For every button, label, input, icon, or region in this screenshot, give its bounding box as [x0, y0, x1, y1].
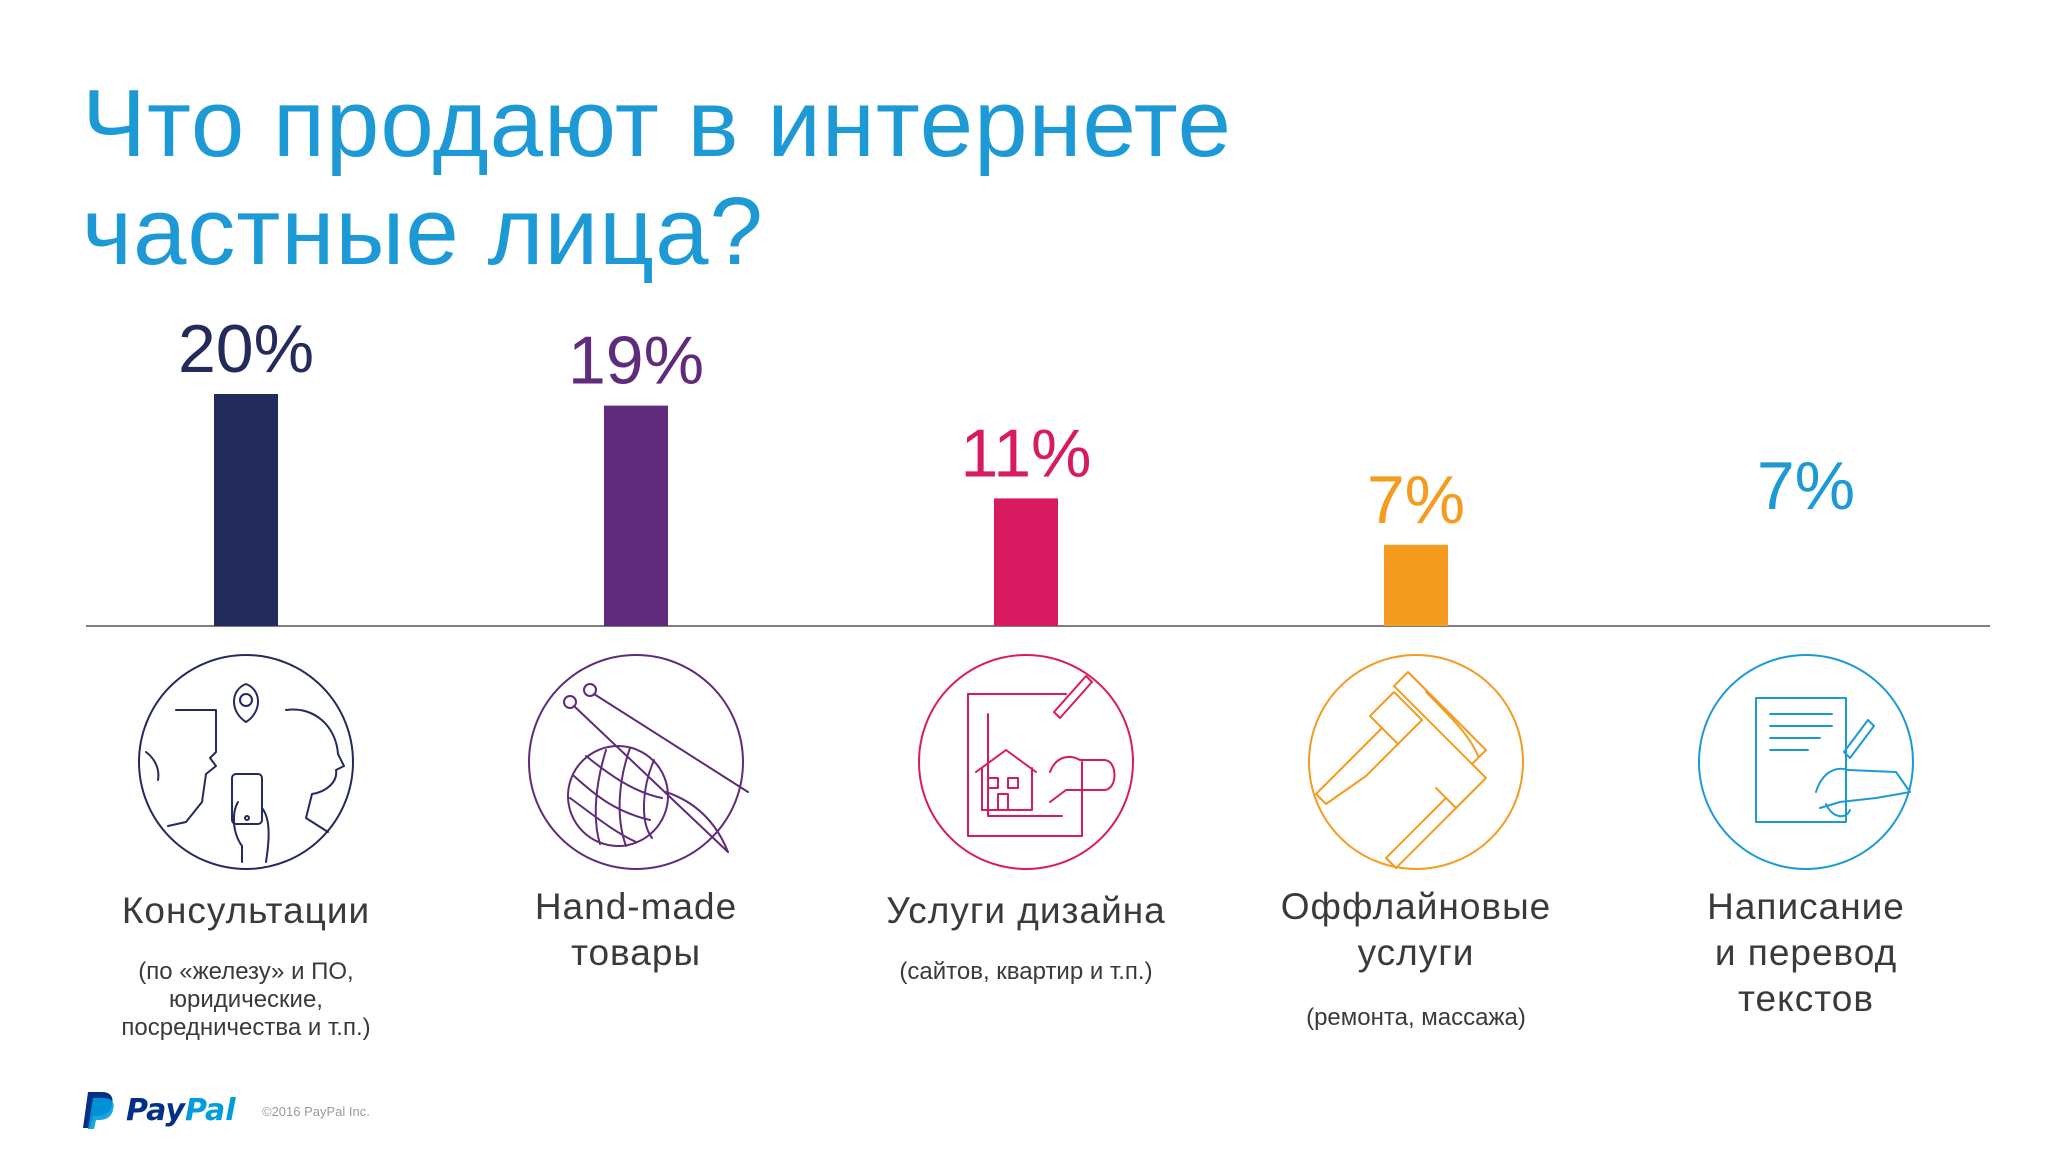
- category-label-1-line-1: Консультации: [121, 890, 371, 931]
- category-label-2-line-2: товары: [570, 932, 702, 973]
- bar-4: [1384, 544, 1448, 626]
- category-sublabel-1-line-1: (по «железу» и ПО,: [138, 958, 354, 985]
- value-label-4: 7%: [1367, 462, 1465, 538]
- title-line-1: Что продают в интернете: [82, 70, 1233, 177]
- category-sublabel-3-line-1: (сайтов, квартир и т.п.): [899, 958, 1153, 985]
- bar-2: [604, 405, 668, 626]
- house-drawing-icon: [918, 654, 1134, 870]
- logo-pal: Pal: [184, 1092, 236, 1128]
- category-sublabel-1-line-3: посредничества и т.п.): [121, 1014, 371, 1041]
- bar-3: [994, 498, 1058, 626]
- people-phone-icon: [138, 654, 354, 870]
- value-label-3: 11%: [960, 415, 1091, 491]
- category-label-4-line-1: Оффлайновые: [1280, 886, 1552, 927]
- bar-1: [214, 394, 278, 626]
- logo-pay: Pay: [126, 1092, 185, 1128]
- title-line-2: частные лица?: [82, 178, 764, 285]
- category-label-2-line-1: Hand-made: [534, 886, 738, 927]
- page-title: Что продают в интернете частные лица?: [82, 70, 1232, 286]
- writing-hand-icon: [1698, 654, 1914, 870]
- knitting-yarn-icon: [528, 654, 749, 870]
- value-label-1: 20%: [178, 311, 314, 387]
- category-label-5-line-2: и перевод: [1714, 932, 1898, 973]
- category-sublabel-1-line-2: юридические,: [169, 986, 323, 1013]
- paint-roller-icon: [1308, 654, 1524, 870]
- category-label-5-line-3: текстов: [1738, 978, 1874, 1019]
- category-label-4-line-2: услуги: [1357, 932, 1475, 973]
- copyright: ©2016 PayPal Inc.: [262, 1104, 370, 1119]
- category-sublabel-4-line-1: (ремонта, массажа): [1306, 1004, 1526, 1031]
- paypal-logo: PayPal: [82, 1088, 236, 1132]
- category-label-5-line-1: Написание: [1707, 886, 1905, 927]
- category-label-3-line-1: Услуги дизайна: [886, 890, 1166, 931]
- value-label-5: 7%: [1757, 448, 1855, 524]
- value-label-2: 19%: [568, 323, 704, 399]
- paypal-p-icon: [83, 1092, 114, 1129]
